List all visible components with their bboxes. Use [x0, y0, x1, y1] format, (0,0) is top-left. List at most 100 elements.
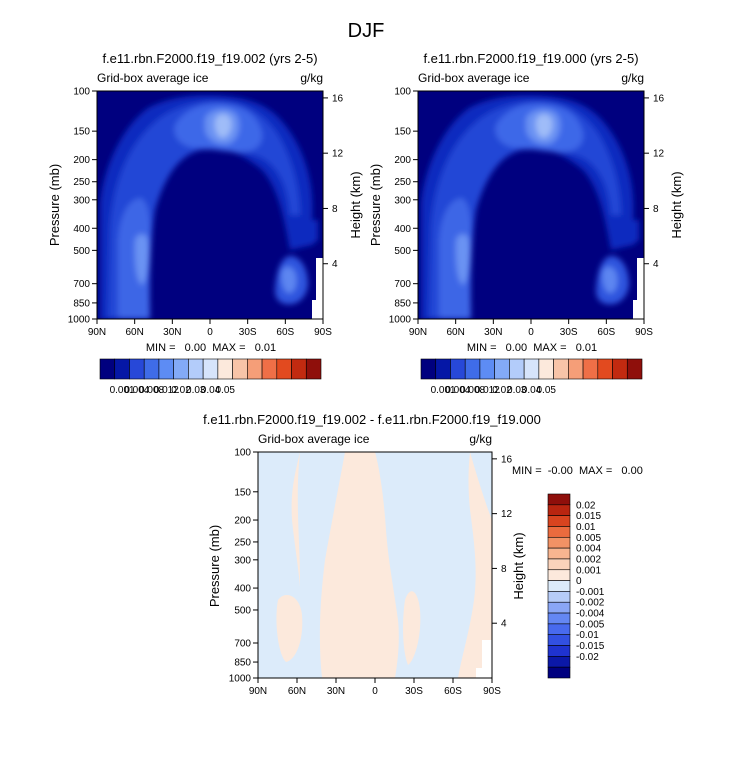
- panel-a-ylabel: Pressure (mb): [47, 164, 62, 246]
- panel-a-x-ticks: 90N 60N 30N 0 30S 60S 90S: [88, 319, 332, 338]
- panel-b-arch-mid: [429, 101, 621, 319]
- panel-b-ylabel-right: Height (km): [669, 171, 684, 238]
- colorbar-swatch: [129, 358, 145, 380]
- colorbar-swatch: [143, 358, 160, 380]
- panel-c-stats: MIN = -0.00 MAX = 0.00: [512, 465, 643, 477]
- panel-c-ylabel: Pressure (mb): [207, 525, 222, 607]
- colorbar-label: 0.005: [576, 533, 601, 544]
- colorbar-label: 0.004: [445, 385, 470, 396]
- panel-a-title: f.e11.rbn.F2000.f19_f19.002 (yrs 2-5): [102, 51, 317, 66]
- panel-a-sh-core: [281, 266, 297, 294]
- colorbar-label: 0.012: [475, 385, 500, 396]
- x-tick-label: 0: [372, 686, 378, 697]
- y-tick-label: 1000: [68, 315, 91, 326]
- x-tick-label: 30N: [327, 686, 345, 697]
- colorbar-label: 0.02: [576, 500, 596, 511]
- panel-b-sh-core: [602, 266, 618, 294]
- y-tick-label: 400: [73, 224, 90, 235]
- colorbar-label: -0.005: [576, 619, 605, 630]
- y-tick-right-label: 16: [501, 454, 513, 465]
- colorbar-swatch: [626, 358, 643, 380]
- panel-c-right-label: g/kg: [469, 432, 492, 446]
- colorbar-swatch: [547, 656, 571, 668]
- x-tick-label: 30N: [484, 327, 502, 338]
- y-tick-right-label: 8: [501, 564, 507, 575]
- x-tick-label: 30N: [163, 327, 181, 338]
- panel-b-x-ticks: 90N 60N 30N 0 30S 60S 90S: [409, 319, 653, 338]
- colorbar-swatch: [247, 358, 263, 380]
- x-tick-label: 30S: [405, 686, 423, 697]
- colorbar-swatch: [158, 358, 174, 380]
- x-tick-label: 90S: [314, 327, 332, 338]
- panel-b-contours: [421, 95, 639, 319]
- y-tick-right-label: 4: [653, 259, 659, 270]
- colorbar-swatch: [582, 358, 599, 380]
- x-tick-label: 90S: [635, 327, 653, 338]
- y-tick-label: 100: [394, 87, 411, 98]
- x-tick-label: 0: [528, 327, 534, 338]
- x-tick-label: 60N: [125, 327, 143, 338]
- colorbar-label: 0.02: [492, 385, 512, 396]
- panel-c-negative-south: [375, 452, 476, 678]
- colorbar-swatch: [217, 358, 233, 380]
- colorbar-label: 0.05: [536, 385, 556, 396]
- colorbar-swatch: [173, 358, 189, 380]
- x-tick-label: 30S: [239, 327, 257, 338]
- colorbar-swatch: [612, 358, 628, 380]
- panel-c-heatmap: [258, 452, 492, 678]
- x-tick-label: 90S: [483, 686, 501, 697]
- colorbar-swatch: [547, 504, 571, 516]
- colorbar-label: -0.002: [576, 598, 605, 609]
- colorbar-swatch: [568, 358, 584, 380]
- panel-a-right-label: g/kg: [300, 71, 323, 85]
- panel-a-nh-core: [134, 234, 149, 285]
- y-tick-label: 400: [394, 224, 411, 235]
- panel-b-stats: MIN = 0.00 MAX = 0.01: [467, 342, 597, 354]
- x-tick-label: 0: [207, 327, 213, 338]
- x-tick-label: 60N: [446, 327, 464, 338]
- panel-c-positive-streak: [276, 595, 303, 662]
- colorbar-swatch: [188, 358, 204, 380]
- y-tick-right-label: 16: [653, 93, 665, 104]
- y-tick-label: 200: [73, 155, 90, 166]
- colorbar-swatch: [420, 358, 437, 380]
- colorbar-label: 0.01: [576, 522, 596, 533]
- colorbar-swatch: [291, 358, 307, 380]
- colorbar-label: 0.04: [201, 385, 221, 396]
- colorbar-swatch: [494, 358, 510, 380]
- colorbar-swatch: [547, 547, 571, 560]
- panel-c-x-ticks: 90N 60N 30N 0 30S 60S 90S: [249, 678, 501, 697]
- colorbar-label: -0.004: [576, 609, 605, 620]
- colorbar-swatch: [232, 358, 248, 380]
- panel-a-topography: [312, 258, 323, 319]
- y-tick-label: 300: [234, 555, 251, 566]
- x-tick-label: 90N: [88, 327, 106, 338]
- y-tick-label: 700: [234, 638, 251, 649]
- colorbar-swatch: [261, 358, 278, 380]
- y-tick-label: 700: [394, 279, 411, 290]
- colorbar-swatch: [450, 358, 466, 380]
- y-tick-label: 500: [234, 605, 251, 616]
- colorbar-label: 0.02: [171, 385, 191, 396]
- y-tick-label: 700: [73, 279, 90, 290]
- y-tick-label: 300: [73, 195, 90, 206]
- panel-c-left-label: Grid-box average ice: [258, 432, 370, 446]
- y-tick-right-label: 12: [332, 149, 344, 160]
- y-tick-right-label: 4: [332, 259, 338, 270]
- colorbar-label: 0.002: [576, 554, 601, 565]
- y-tick-label: 100: [73, 87, 90, 98]
- colorbar-swatch: [547, 591, 571, 603]
- y-tick-label: 500: [73, 246, 90, 257]
- panel-c-title: f.e11.rbn.F2000.f19_f19.002 - f.e11.rbn.…: [203, 412, 541, 427]
- x-tick-label: 60N: [288, 686, 306, 697]
- colorbar-swatch: [547, 580, 571, 592]
- colorbar-label: -0.02: [576, 652, 599, 663]
- colorbar-label: 0.004: [124, 385, 149, 396]
- x-tick-label: 30S: [560, 327, 578, 338]
- x-tick-label: 90N: [409, 327, 427, 338]
- colorbar-swatch: [509, 358, 525, 380]
- colorbar-swatch: [276, 358, 292, 380]
- colorbar-swatch: [547, 601, 571, 614]
- colorbar-swatch: [538, 358, 554, 380]
- y-tick-label: 150: [234, 487, 251, 498]
